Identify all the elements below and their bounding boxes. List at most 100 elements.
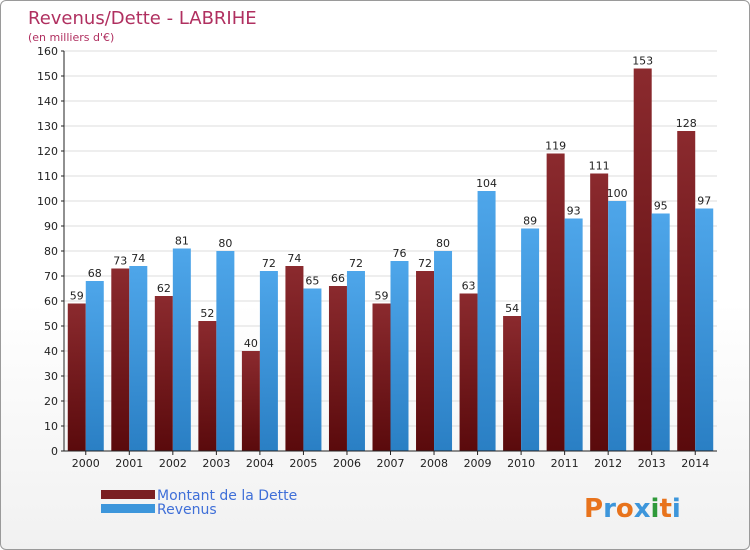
data-label: 80	[436, 237, 450, 250]
data-label: 68	[88, 267, 102, 280]
data-label: 74	[287, 252, 301, 265]
data-label: 80	[218, 237, 232, 250]
axes: 0 10 20 30 40 50 60 70 80 90 100 110 120 130 140 150 160…	[37, 45, 717, 470]
x-tick-label: 2014	[681, 457, 709, 470]
data-label: 40	[244, 337, 258, 350]
y-tick-label: 30	[44, 370, 58, 383]
revenue-bar	[303, 288, 322, 451]
revenue-bar	[259, 271, 278, 451]
debt-bar	[372, 303, 391, 451]
revenue-bar	[216, 251, 235, 451]
data-label: 62	[157, 282, 171, 295]
revenue-bar	[651, 213, 670, 451]
logo-letter: t	[659, 494, 671, 524]
revenue-bar	[390, 261, 409, 451]
x-tick-label: 2005	[289, 457, 317, 470]
y-tick-label: 130	[37, 120, 58, 133]
debt-bar	[416, 271, 435, 451]
y-tick-label: 150	[37, 70, 58, 83]
blue-bar-swatch-icon	[101, 504, 155, 513]
data-label: 89	[523, 215, 537, 228]
data-label: 72	[262, 257, 276, 270]
data-label: 100	[607, 187, 628, 200]
x-tick-label: 2009	[464, 457, 492, 470]
debt-bar	[503, 316, 522, 451]
data-label: 59	[70, 290, 84, 303]
revenue-bar	[477, 191, 496, 451]
debt-bar	[111, 268, 130, 451]
debt-bar	[241, 351, 260, 451]
revenue-bar	[346, 271, 365, 451]
data-label: 76	[393, 247, 407, 260]
y-tick-label: 80	[44, 245, 58, 258]
y-tick-label: 60	[44, 295, 58, 308]
revenue-bar	[172, 248, 191, 451]
debt-bar	[154, 296, 173, 451]
data-label: 59	[375, 290, 389, 303]
debt-bar	[67, 303, 86, 451]
debt-bar	[590, 173, 609, 451]
revenue-bar	[129, 266, 148, 451]
proxiti-logo: Proxiti	[584, 494, 681, 524]
data-label: 72	[349, 257, 363, 270]
y-tick-label: 50	[44, 320, 58, 333]
chart-subtitle: (en milliers d'€)	[28, 31, 114, 44]
y-tick-label: 120	[37, 145, 58, 158]
revenue-bar	[85, 281, 104, 451]
x-tick-label: 2010	[507, 457, 535, 470]
y-tick-label: 90	[44, 220, 58, 233]
logo-letter: P	[584, 494, 603, 524]
x-tick-label: 2012	[594, 457, 622, 470]
y-tick-label: 160	[37, 45, 58, 58]
revenue-bar	[434, 251, 453, 451]
x-tick-label: 2001	[115, 457, 143, 470]
y-tick-label: 110	[37, 170, 58, 183]
debt-bar	[677, 131, 696, 451]
revenue-bar	[695, 208, 714, 451]
legend-label-debt: Montant de la Dette	[157, 488, 297, 504]
y-tick-label: 0	[51, 445, 58, 458]
legend: Montant de la Dette Revenus	[101, 488, 297, 518]
debt-bar	[546, 153, 565, 451]
x-tick-label: 2003	[202, 457, 230, 470]
dark-red-bar-swatch-icon	[101, 490, 155, 499]
data-label: 95	[654, 200, 668, 213]
bars	[67, 68, 714, 451]
logo-letter: o	[616, 494, 634, 524]
chart-title: Revenus/Dette - LABRIHE	[28, 8, 257, 29]
data-label: 93	[567, 205, 581, 218]
debt-bar	[459, 293, 478, 451]
x-tick-label: 2006	[333, 457, 361, 470]
data-label: 65	[305, 275, 319, 288]
x-tick-label: 2004	[246, 457, 274, 470]
data-label: 72	[418, 257, 432, 270]
data-label: 73	[113, 255, 127, 268]
data-label: 74	[131, 252, 145, 265]
data-label: 81	[175, 235, 189, 248]
logo-letter: i	[672, 494, 681, 524]
x-tick-label: 2007	[377, 457, 405, 470]
revenue-bar	[564, 218, 583, 451]
y-tick-label: 140	[37, 95, 58, 108]
data-label: 97	[697, 195, 711, 208]
logo-letter: i	[651, 494, 660, 524]
x-tick-label: 2013	[638, 457, 666, 470]
logo-letter: r	[603, 494, 616, 524]
data-label: 111	[589, 160, 610, 173]
revenue-bar	[608, 201, 627, 451]
x-tick-label: 2008	[420, 457, 448, 470]
data-label: 54	[505, 302, 519, 315]
y-tick-label: 10	[44, 420, 58, 433]
revenue-bar	[521, 228, 540, 451]
y-tick-label: 70	[44, 270, 58, 283]
y-tick-label: 20	[44, 395, 58, 408]
x-tick-label: 2002	[159, 457, 187, 470]
data-label: 66	[331, 272, 345, 285]
debt-bar	[328, 286, 347, 451]
x-tick-label: 2000	[72, 457, 100, 470]
legend-item-debt: Montant de la Dette	[101, 488, 297, 504]
debt-bar	[198, 321, 217, 451]
legend-label-revenue: Revenus	[157, 502, 217, 518]
